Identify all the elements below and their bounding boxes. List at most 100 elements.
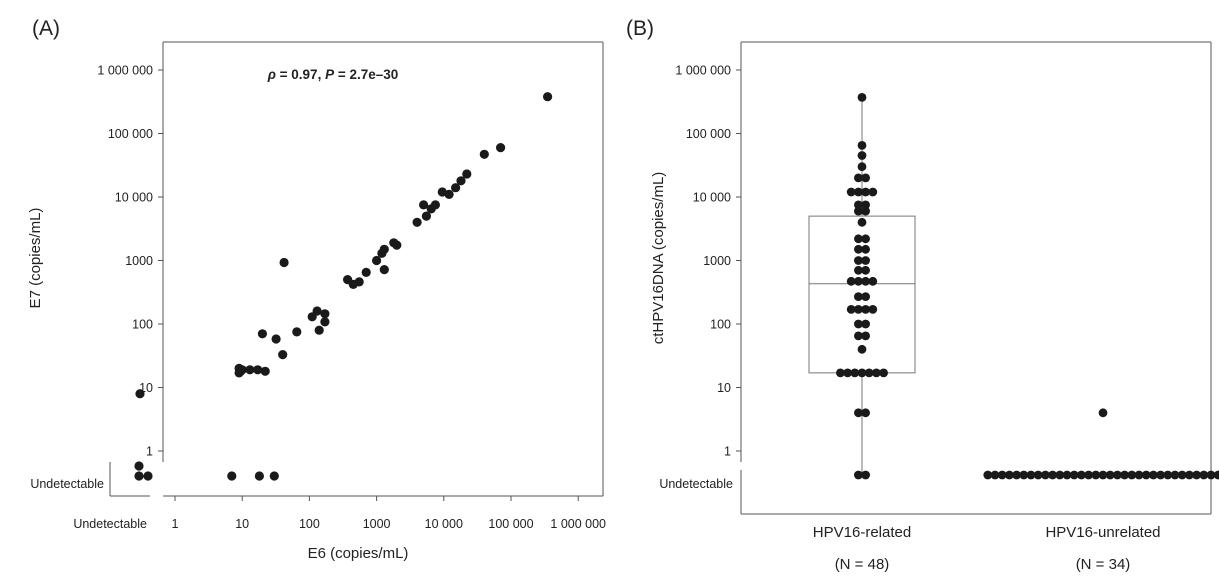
panel-a-y-tick-label: 100 000 <box>108 127 153 141</box>
panel-a-x-tick-label: 100 000 <box>488 517 533 531</box>
category-count-hpv16-unrelated: (N = 34) <box>1076 556 1131 573</box>
scatter-point <box>245 365 255 375</box>
beeswarm-point <box>1170 470 1180 480</box>
panel-a-frame <box>109 41 604 497</box>
panel-a-y-undetectable-label: Undetectable <box>30 477 104 491</box>
beeswarm-point <box>1163 470 1173 480</box>
scatter-point <box>278 350 288 360</box>
panel-b: (B) 1 10 100 1000 10 000 100 000 1 000 000 Und… <box>626 17 1219 573</box>
beeswarm-point <box>854 408 863 418</box>
scatter-point <box>257 329 267 339</box>
scatter-point <box>430 200 440 210</box>
beeswarm-point <box>1077 470 1086 480</box>
scatter-point <box>134 461 144 471</box>
scatter-point <box>320 317 330 327</box>
scatter-point <box>260 366 270 376</box>
p-value: = 2.7e–30 <box>334 67 398 82</box>
panel-b-y-tick-label: 100 <box>710 318 731 332</box>
beeswarm-point <box>1048 470 1057 480</box>
beeswarm-point <box>854 234 863 244</box>
scatter-point <box>379 265 389 275</box>
beeswarm-point <box>861 234 870 244</box>
beeswarm-point <box>854 244 863 254</box>
beeswarm-point <box>1005 470 1014 480</box>
beeswarm-point <box>997 470 1007 480</box>
beeswarm-point <box>1098 408 1108 418</box>
beeswarm-point <box>1199 470 1209 480</box>
beeswarm-point <box>1134 470 1144 480</box>
category-label-hpv16-related: HPV16-related <box>813 524 911 541</box>
beeswarm-point <box>1019 470 1029 480</box>
panel-b-frame <box>740 41 1212 515</box>
panel-b-y-axis-title: ctHPV16DNA (copies/mL) <box>650 172 667 345</box>
panel-a-label: (A) <box>32 17 60 40</box>
beeswarm-point <box>857 93 867 102</box>
scatter-point <box>451 183 461 193</box>
panel-b-y-undetectable-label: Undetectable <box>659 477 733 491</box>
beeswarm-point <box>868 276 878 286</box>
beeswarm-point <box>857 151 867 160</box>
panel-a-x-tick-label: 1 <box>172 517 179 531</box>
scatter-point <box>227 471 237 481</box>
panel-b-y-tick-label: 10 000 <box>693 191 731 205</box>
beeswarm-point <box>1185 470 1194 480</box>
scatter-point <box>312 306 322 316</box>
panel-a-x-tick-label: 1 000 000 <box>550 517 606 531</box>
beeswarm-point <box>854 265 863 275</box>
beeswarm-point <box>857 368 867 378</box>
beeswarm-point <box>861 331 870 341</box>
rho-symbol: ρ <box>267 67 276 82</box>
beeswarm-point <box>854 173 863 183</box>
beeswarm-point <box>1120 470 1129 480</box>
beeswarm-point <box>872 368 881 378</box>
beeswarm-point <box>857 217 867 227</box>
scatter-point <box>271 334 281 344</box>
scatter-point <box>496 143 506 153</box>
beeswarm-point <box>861 173 870 183</box>
scatter-point <box>237 365 247 375</box>
beeswarm-point <box>1105 470 1115 480</box>
beeswarm-point <box>854 206 863 216</box>
scatter-point <box>444 189 454 199</box>
scatter-point <box>419 200 429 210</box>
beeswarm-point <box>1055 470 1065 480</box>
panel-a-y-tick-label: 1000 <box>125 254 153 268</box>
beeswarm-point <box>850 368 860 378</box>
beeswarm-point <box>861 265 870 275</box>
beeswarm-point <box>843 368 852 378</box>
panel-b-y-ticks: 1 10 100 1000 10 000 100 000 1 000 000 <box>675 64 741 459</box>
scatter-point <box>412 217 422 227</box>
beeswarm-point <box>1206 470 1216 480</box>
scatter-point <box>462 169 472 179</box>
panel-b-y-tick-label: 1 000 000 <box>675 64 731 78</box>
beeswarm-point <box>879 368 888 378</box>
scatter-point <box>361 267 371 277</box>
beeswarm-point <box>861 200 870 210</box>
beeswarm-point <box>854 331 863 341</box>
beeswarm-point <box>861 292 870 301</box>
panel-a-x-tick-label: 10 <box>235 517 249 531</box>
beeswarm-point <box>1192 470 1201 480</box>
beeswarm-point <box>1127 470 1137 480</box>
beeswarm-point <box>861 187 870 197</box>
scatter-point <box>392 240 402 250</box>
beeswarm-point <box>1026 470 1036 480</box>
scatter-point <box>292 327 302 337</box>
beeswarm-point <box>1113 470 1122 480</box>
scatter-point <box>269 471 279 481</box>
beeswarm-point <box>1033 470 1043 480</box>
beeswarm-point <box>1213 470 1219 480</box>
rho-value: = 0.97, <box>276 67 325 82</box>
panel-a-x-ticks: 1 10 100 1000 10 000 100 000 1 000 000 <box>172 496 606 531</box>
beeswarm-point <box>983 470 993 480</box>
beeswarm-point <box>861 408 870 418</box>
panel-a-y-axis-title: E7 (copies/mL) <box>27 208 44 309</box>
beeswarm-point <box>854 200 863 210</box>
beeswarm-point <box>1098 470 1108 480</box>
panel-b-points <box>836 93 1219 480</box>
beeswarm-point <box>1069 470 1079 480</box>
beeswarm-point <box>990 470 1000 480</box>
panel-a-x-undetectable-label: Undetectable <box>73 517 147 531</box>
beeswarm-point <box>836 368 845 378</box>
